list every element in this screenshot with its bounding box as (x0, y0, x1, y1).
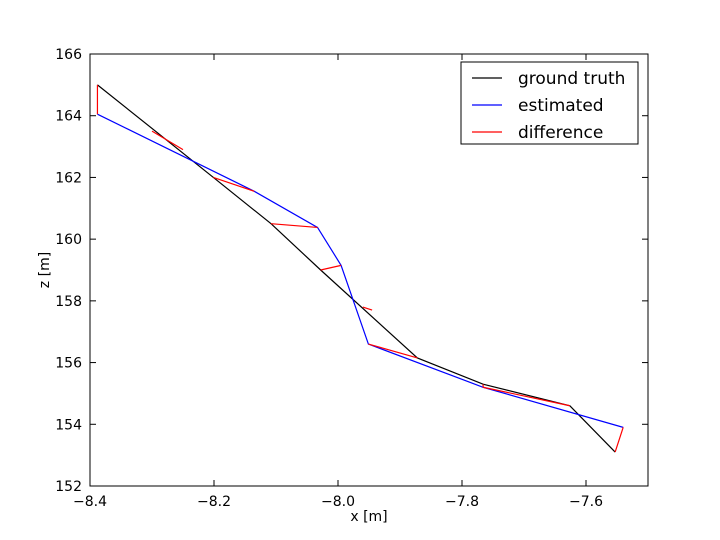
y-tick-label: 158 (55, 294, 82, 310)
x-tick-label: −8.2 (197, 494, 231, 510)
plot-lines (96, 84, 624, 453)
x-tick-label: −8.0 (321, 494, 355, 510)
difference-segment-4 (368, 343, 418, 359)
y-tick-label: 160 (55, 232, 82, 248)
difference-segment-7 (614, 427, 624, 453)
y-tick-label: 156 (55, 356, 82, 372)
x-tick-label: −7.8 (445, 494, 479, 510)
legend-label-estimated: estimated (518, 96, 604, 116)
y-tick-label: 164 (55, 109, 82, 125)
y-tick-label: 154 (55, 417, 82, 433)
legend: ground truth estimated difference (460, 61, 639, 145)
y-tick-label: 152 (55, 479, 82, 495)
series-line-estimated (97, 113, 624, 428)
y-tick-label: 166 (55, 47, 82, 63)
y-tick-label: 162 (55, 170, 82, 186)
legend-label-difference: difference (518, 123, 603, 143)
x-tick-label: −7.6 (569, 494, 603, 510)
legend-frame (460, 61, 639, 145)
x-tick-label: −8.4 (73, 494, 107, 510)
difference-segment-1 (213, 176, 255, 192)
y-axis: 152 154 156 158 160 162 164 166 (55, 47, 648, 495)
legend-label-ground-truth: ground truth (518, 69, 625, 89)
difference-segment-8 (151, 130, 184, 151)
difference-segment-2 (270, 223, 318, 229)
difference-segment-6 (482, 386, 571, 407)
x-axis: −8.4 −8.2 −8.0 −7.8 −7.6 (73, 54, 603, 510)
x-axis-label: x [m] (350, 509, 387, 525)
y-axis-label: z [m] (37, 252, 53, 288)
difference-segment-3 (320, 264, 342, 271)
plot-frame (89, 53, 649, 487)
difference-segment-9 (362, 306, 373, 311)
